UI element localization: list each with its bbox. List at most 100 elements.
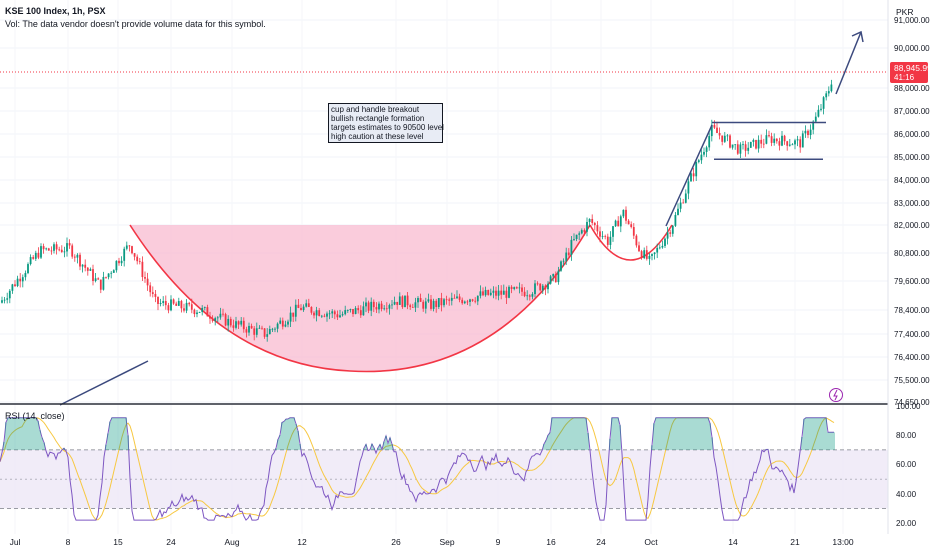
candle-body — [331, 311, 334, 314]
candle-body — [261, 327, 263, 329]
candle-body — [760, 139, 763, 144]
candle-body — [71, 245, 74, 257]
candle-body — [37, 252, 40, 258]
candle-body — [630, 224, 633, 228]
candle-body — [666, 232, 669, 239]
candle-body — [279, 320, 282, 324]
candle-body — [359, 310, 362, 316]
candle-body — [328, 313, 331, 315]
candle-body — [664, 238, 666, 246]
candle-body — [289, 312, 292, 322]
candle-body — [734, 144, 737, 146]
candle-body — [367, 302, 370, 311]
candle-body — [138, 261, 141, 262]
candle-body — [284, 324, 287, 327]
last-price-tag-bg — [890, 62, 928, 83]
price-tick-label: 86,000.00 — [894, 130, 930, 139]
candle-body — [112, 270, 115, 273]
candle-body — [27, 264, 29, 274]
candle-body — [799, 139, 802, 148]
candle-body — [645, 250, 648, 259]
price-tick-label: 77,400.00 — [894, 330, 930, 339]
candle-body — [471, 299, 474, 301]
candle-body — [684, 193, 687, 203]
candle-body — [804, 130, 807, 134]
candle-body — [622, 209, 625, 217]
candle-body — [827, 91, 830, 94]
candle-body — [307, 303, 310, 307]
candle-body — [40, 246, 42, 258]
candle-body — [552, 273, 555, 277]
candle-body — [770, 136, 773, 143]
candle-body — [89, 269, 92, 271]
candle-body — [128, 245, 131, 247]
candle-body — [302, 306, 305, 311]
candle-body — [575, 234, 578, 240]
candle-body — [687, 181, 690, 194]
candle-body — [794, 140, 796, 145]
annotation-note[interactable]: cup and handle breakout bullish rectangl… — [328, 103, 444, 143]
symbol-title[interactable]: KSE 100 Index, 1h, PSX — [5, 6, 106, 16]
candle-body — [404, 295, 406, 308]
candle-body — [172, 299, 175, 304]
countdown-value: 41:16 — [894, 73, 915, 82]
flash-icon[interactable] — [829, 388, 843, 402]
candle-body — [580, 230, 583, 234]
candle-body — [357, 308, 360, 311]
price-tick-label: 82,000.00 — [894, 221, 930, 230]
candle-body — [768, 135, 770, 137]
time-tick-label: 9 — [496, 537, 501, 547]
candle-body — [773, 138, 776, 143]
candle-body — [159, 302, 162, 304]
price-axis: 91,000.00 90,000.00 88,000.00 87,000.00 86,0… — [894, 16, 930, 407]
candle-body — [79, 254, 81, 267]
candle-body — [84, 264, 87, 268]
candle-body — [466, 301, 469, 303]
rsi-legend[interactable]: RSI (14, close) — [5, 411, 65, 421]
candle-body — [671, 225, 674, 234]
cup-curve — [129, 224, 591, 373]
candle-body — [521, 287, 523, 292]
candle-body — [411, 306, 414, 308]
candle-body — [677, 208, 679, 215]
rsi-tick-label: 40.00 — [896, 490, 917, 499]
candle-body — [237, 321, 240, 325]
candle-body — [305, 303, 308, 307]
candle-body — [619, 216, 622, 227]
candle-body — [396, 301, 399, 305]
candle-body — [747, 147, 750, 151]
candle-body — [588, 218, 591, 222]
candle-body — [453, 297, 456, 299]
candle-body — [448, 299, 451, 301]
candle-body — [570, 239, 573, 255]
candle-body — [710, 124, 713, 137]
cup-fill — [130, 225, 590, 372]
candle-body — [596, 225, 599, 232]
candle-body — [110, 272, 113, 274]
candle-body — [271, 328, 274, 330]
candle-body — [185, 302, 188, 311]
candle-body — [21, 277, 24, 282]
candle-body — [11, 284, 14, 291]
candle-body — [414, 302, 417, 308]
candle-body — [365, 302, 367, 307]
candle-body — [510, 286, 513, 289]
candle-body — [526, 295, 529, 297]
candle-body — [47, 248, 50, 251]
candle-body — [6, 298, 9, 300]
candle-body — [458, 296, 461, 300]
candle-body — [388, 305, 391, 309]
candle-body — [206, 307, 209, 317]
candle-body — [375, 307, 378, 310]
annotation-line: high caution at these level — [331, 132, 424, 141]
candle-body — [281, 320, 284, 327]
candle-body — [292, 312, 295, 317]
candle-body — [638, 245, 640, 252]
candle-body — [583, 230, 586, 232]
candle-body — [268, 329, 271, 335]
candle-body — [505, 290, 508, 298]
candle-body — [378, 303, 380, 310]
candle-body — [336, 314, 339, 318]
candle-body — [352, 309, 354, 315]
